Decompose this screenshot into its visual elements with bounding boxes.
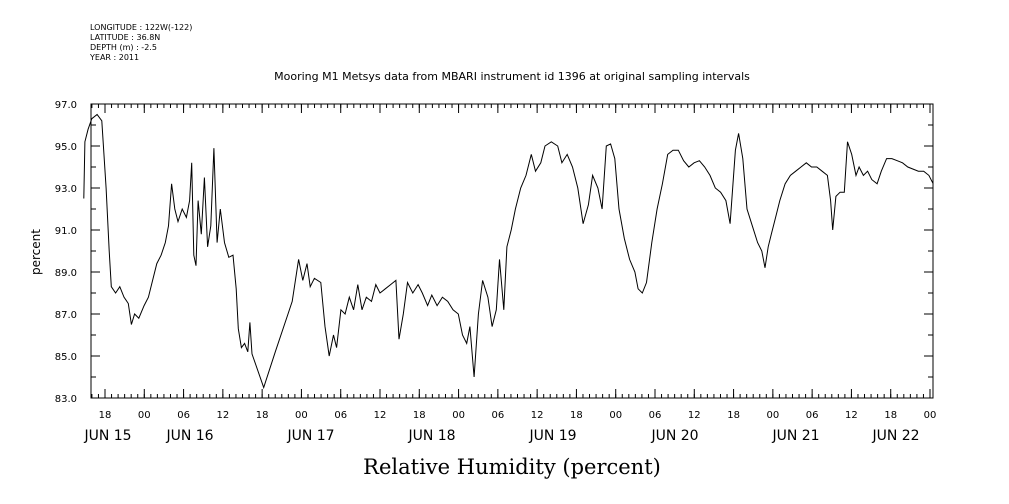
y-tick-label: 83.0 (55, 394, 77, 405)
y-tick-label: 85.0 (55, 352, 77, 363)
x-hour-label: 12 (845, 410, 858, 421)
x-date-label: JUN 16 (165, 428, 213, 444)
x-hour-label: 12 (374, 410, 387, 421)
y-tick-label: 95.0 (55, 142, 77, 153)
x-hour-label: 00 (766, 410, 779, 421)
latitude-text: LATITUDE : 36.8N (90, 33, 160, 42)
x-hour-label: 00 (452, 410, 465, 421)
x-hour-label: 00 (609, 410, 622, 421)
x-hour-label: 06 (177, 410, 190, 421)
y-axis: 83.0 85.0 87.0 89.0 91.0 93.0 95.0 97.0 (55, 100, 933, 405)
year-text: YEAR : 2011 (89, 53, 139, 62)
x-hour-label: 06 (806, 410, 819, 421)
x-date-label: JUN 22 (871, 428, 919, 444)
x-hour-label: 18 (413, 410, 426, 421)
x-hour-label: 06 (334, 410, 347, 421)
x-axis: 18 00 06 12 18 00 06 12 18 00 06 12 18 00 06 12 18 00 06 12… (83, 104, 936, 444)
y-tick-label: 97.0 (55, 100, 77, 111)
longitude-text: LONGITUDE : 122W(-122) (90, 23, 192, 32)
x-hour-label: 18 (570, 410, 583, 421)
y-tick-label: 91.0 (55, 226, 77, 237)
x-hour-label: 06 (491, 410, 504, 421)
x-axis-label: Relative Humidity (percent) (363, 455, 661, 479)
x-hour-label: 00 (295, 410, 308, 421)
x-date-label: JUN 18 (407, 428, 455, 444)
x-hour-label: 00 (138, 410, 151, 421)
humidity-series-line (83, 113, 934, 390)
x-hour-label: 18 (99, 410, 112, 421)
y-axis-label: percent (29, 229, 43, 275)
x-hour-label: 18 (884, 410, 897, 421)
x-date-label: JUN 20 (650, 428, 698, 444)
plot-frame (90, 103, 934, 399)
y-tick-label: 87.0 (55, 310, 77, 321)
x-hour-label: 12 (216, 410, 229, 421)
x-date-label: JUN 15 (83, 428, 131, 444)
chart-title: Mooring M1 Metsys data from MBARI instru… (274, 70, 750, 83)
x-date-label: JUN 17 (286, 428, 334, 444)
x-date-label: JUN 21 (771, 428, 819, 444)
x-hour-label: 18 (256, 410, 269, 421)
x-hour-label: 06 (649, 410, 662, 421)
x-hour-label: 12 (531, 410, 544, 421)
x-hour-label: 18 (727, 410, 740, 421)
depth-text: DEPTH (m) : -2.5 (90, 43, 157, 52)
data-series (83, 113, 934, 390)
y-tick-label: 93.0 (55, 184, 77, 195)
y-tick-label: 89.0 (55, 268, 77, 279)
x-date-label: JUN 19 (528, 428, 576, 444)
metadata-block: LONGITUDE : 122W(-122) LATITUDE : 36.8N … (89, 23, 192, 62)
x-hour-label: 12 (688, 410, 701, 421)
x-hour-label: 00 (924, 410, 937, 421)
